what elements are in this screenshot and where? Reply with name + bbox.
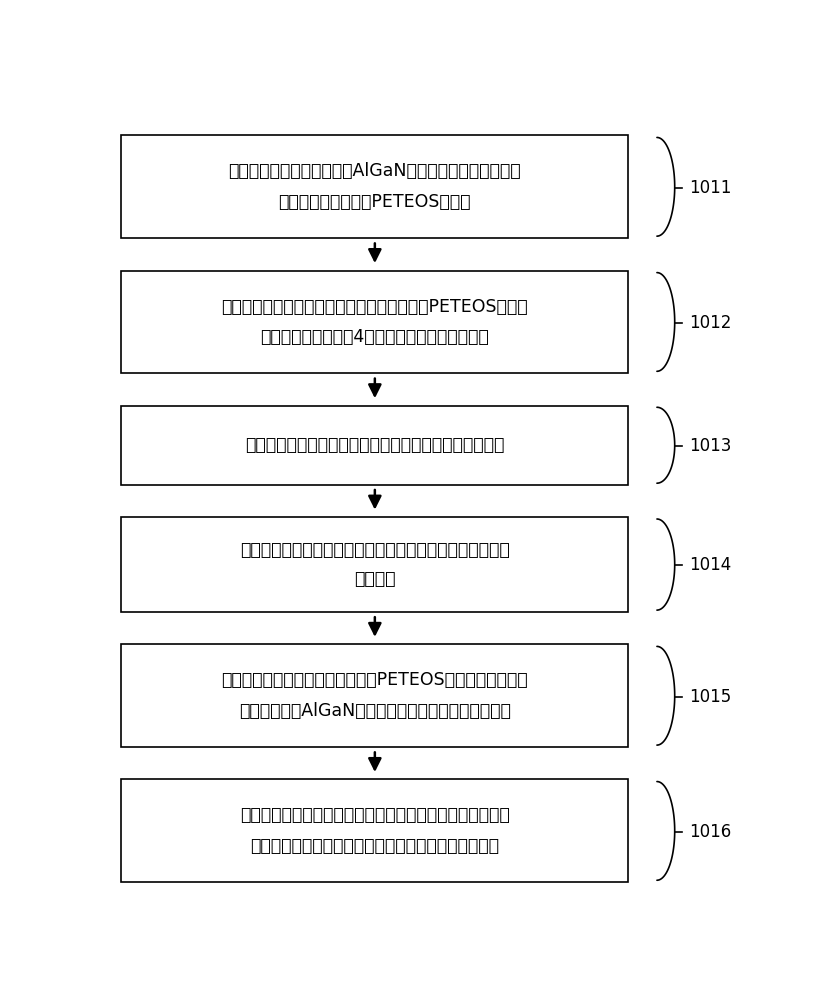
Text: 接触电极: 接触电极 [354, 570, 396, 588]
FancyBboxPatch shape [121, 135, 628, 238]
Text: 1015: 1015 [689, 688, 731, 706]
FancyBboxPatch shape [121, 517, 628, 612]
Text: 1013: 1013 [689, 437, 731, 455]
FancyBboxPatch shape [121, 406, 628, 485]
Text: 1011: 1011 [689, 179, 731, 197]
Text: 并通过刻蚀工艺对所述栅极金属层进行刻蚀，形成栅极: 并通过刻蚀工艺对所述栅极金属层进行刻蚀，形成栅极 [250, 837, 499, 855]
Text: 1016: 1016 [689, 823, 731, 841]
FancyBboxPatch shape [121, 271, 628, 373]
FancyBboxPatch shape [121, 779, 628, 882]
Text: 采用淀积工艺在所述器件的AlGaN势垒层的表面上依次淀积: 采用淀积工艺在所述器件的AlGaN势垒层的表面上依次淀积 [228, 162, 521, 180]
Text: 采用淀积工艺，在所述器件的表面上淀积一层栅极金属层，: 采用淀积工艺，在所述器件的表面上淀积一层栅极金属层， [240, 806, 510, 824]
Text: 和所述氮化硅钝化层4进行刻蚀，形成欧姆接触孔: 和所述氮化硅钝化层4进行刻蚀，形成欧姆接触孔 [260, 328, 489, 346]
Text: 1012: 1012 [689, 314, 731, 332]
Text: 采用淀积工艺，在所述器件的表面上淀积欧姆电极金属层: 采用淀积工艺，在所述器件的表面上淀积欧姆电极金属层 [245, 436, 505, 454]
Text: 采用刻蚀工艺，对位于第三区域内的所述第二PETEOS氧化层: 采用刻蚀工艺，对位于第三区域内的所述第二PETEOS氧化层 [222, 298, 528, 316]
Text: 1014: 1014 [689, 556, 731, 574]
Text: 采用刻蚀工艺，对所述欧姆电极金属层进行刻蚀，形成欧姆: 采用刻蚀工艺，对所述欧姆电极金属层进行刻蚀，形成欧姆 [240, 541, 510, 559]
Text: 化层以及部分AlGaN势垒层进行刻蚀，形成栅极接触孔: 化层以及部分AlGaN势垒层进行刻蚀，形成栅极接触孔 [239, 702, 510, 720]
Text: 采用刻蚀工艺对第四区域内的第二PETEOS氧化层、氮化硅钝: 采用刻蚀工艺对第四区域内的第二PETEOS氧化层、氮化硅钝 [222, 671, 528, 689]
Text: 氮化硅钝化层和第二PETEOS氧化层: 氮化硅钝化层和第二PETEOS氧化层 [279, 193, 471, 211]
FancyBboxPatch shape [121, 644, 628, 747]
